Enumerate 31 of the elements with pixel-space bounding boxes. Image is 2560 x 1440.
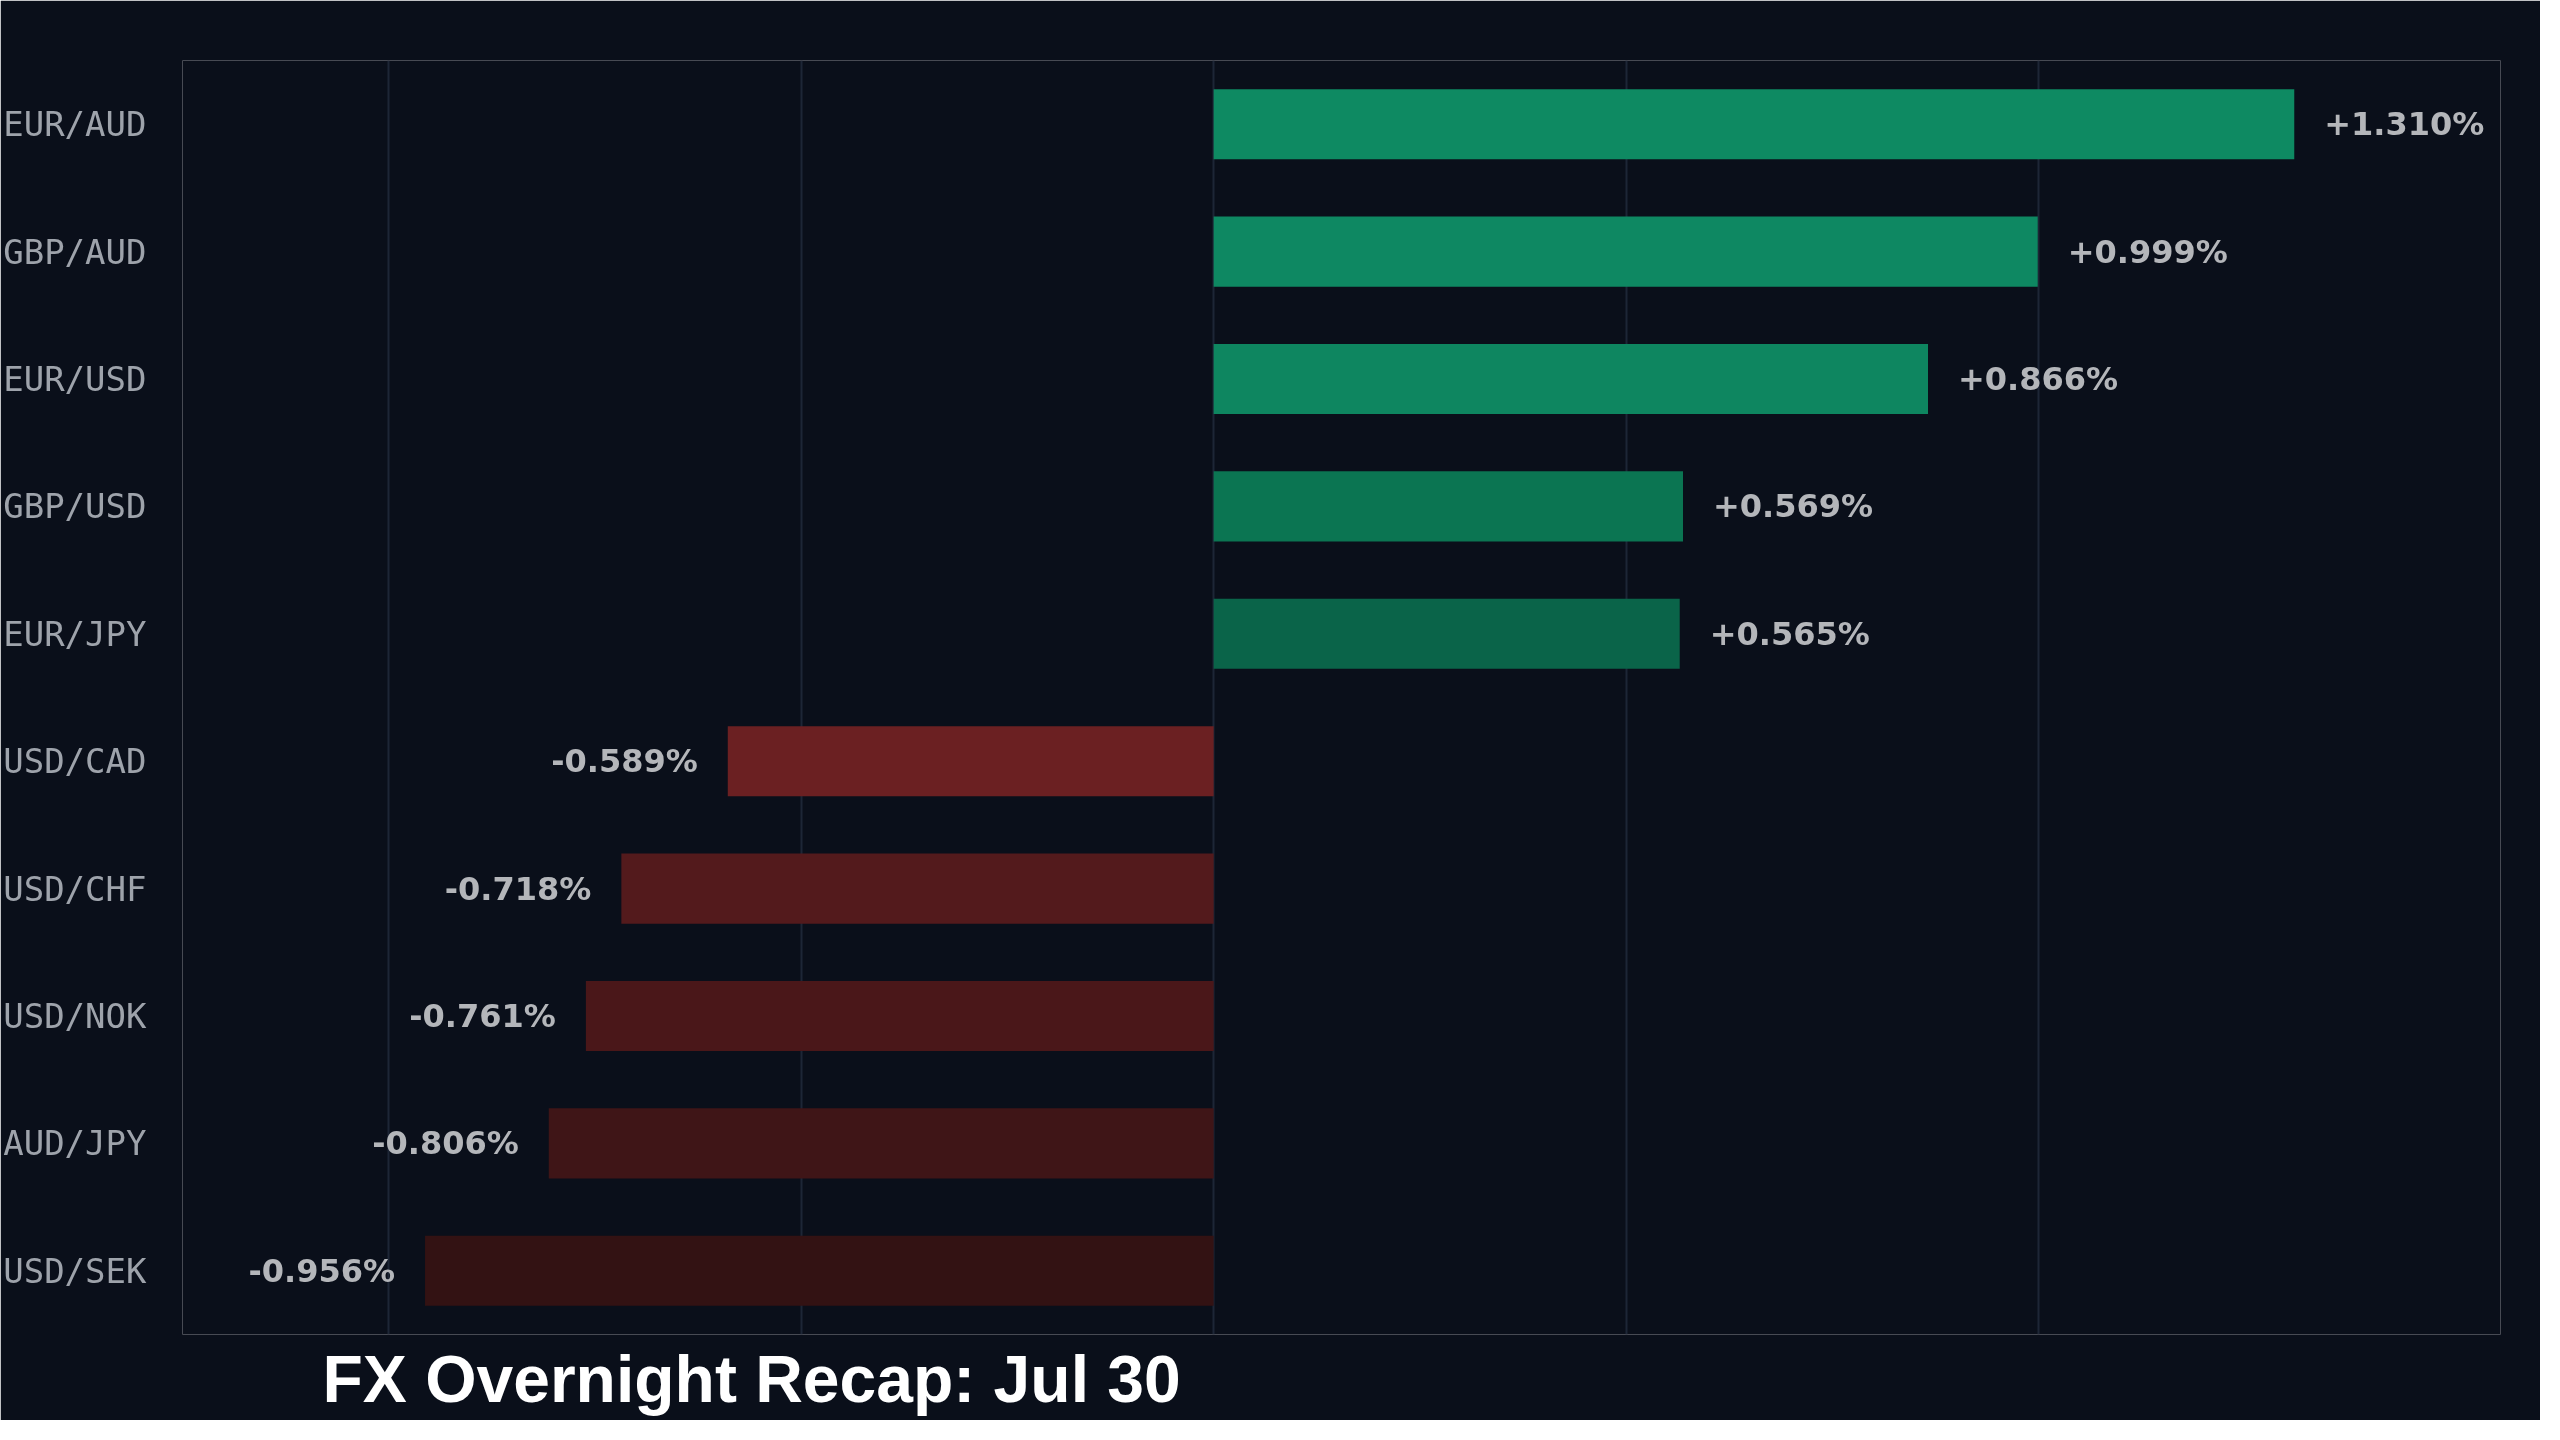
y-tick-label: GBP/AUD — [3, 231, 147, 272]
bar — [585, 980, 1214, 1052]
y-tick-label: GBP/USD — [3, 486, 147, 527]
data-label: +0.565% — [1709, 614, 1870, 653]
data-label: -0.806% — [372, 1124, 519, 1163]
bar — [1213, 89, 2295, 160]
y-tick-label: AUD/JPY — [3, 1123, 147, 1164]
y-tick-label: USD/NOK — [3, 996, 148, 1036]
bar — [548, 1108, 1214, 1179]
data-label: -0.718% — [444, 869, 592, 908]
bar — [1213, 216, 2038, 287]
y-tick-label: USD/CAD — [3, 741, 147, 782]
y-tick-label: USD/SEK — [3, 1250, 148, 1291]
data-label: +0.866% — [1958, 360, 2119, 398]
data-label: +1.310% — [2324, 105, 2485, 144]
y-tick-label: EUR/AUD — [3, 104, 147, 145]
y-tick-label: USD/CHF — [3, 868, 147, 909]
data-label: -0.589% — [551, 742, 698, 781]
y-tick-label: EUR/USD — [3, 359, 147, 399]
data-label: -0.956% — [248, 1251, 396, 1290]
bar — [1213, 598, 1680, 669]
data-label: +0.999% — [2067, 232, 2228, 271]
bar — [425, 1235, 1214, 1306]
y-tick-label: EUR/JPY — [3, 613, 147, 654]
bar — [727, 726, 1214, 797]
bar — [621, 853, 1214, 924]
text: FX Overnight Recap: Jul 30 — [322, 1341, 1181, 1416]
data-label: +0.569% — [1713, 487, 1874, 526]
bar — [1213, 471, 1684, 542]
data-label: -0.761% — [409, 997, 556, 1035]
bar — [1213, 343, 1929, 415]
